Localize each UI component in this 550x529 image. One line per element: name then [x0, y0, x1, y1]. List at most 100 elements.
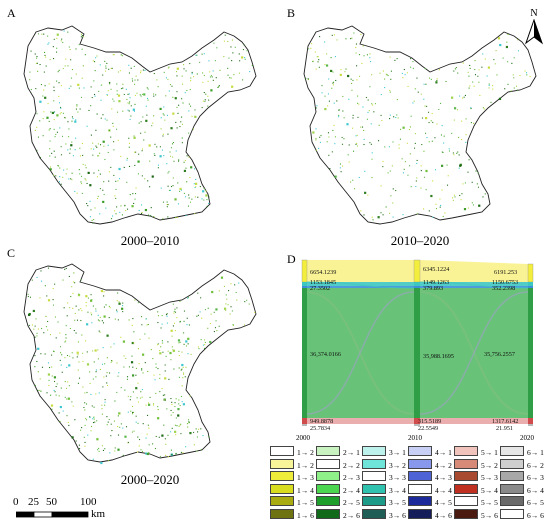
label-2020-class4: 35,756.2557	[484, 351, 515, 358]
legend-item: 1→ 3	[270, 471, 314, 482]
legend-label: 5→ 6	[481, 510, 498, 520]
legend-swatch	[500, 496, 524, 506]
legend-swatch	[454, 496, 478, 506]
legend-label: 2→ 2	[343, 460, 360, 470]
label-2010-class1: 6345.1224	[423, 266, 449, 273]
sankey-diagram: 6654.1239 1153.1845 27.3502 36,374.0166 …	[296, 259, 535, 442]
legend-swatch	[316, 471, 340, 481]
change-pixels	[27, 267, 256, 465]
legend-item: 3→ 2	[362, 458, 406, 470]
legend-item: 5→ 1	[454, 446, 498, 457]
legend-swatch	[500, 458, 524, 469]
legend-item: 6→ 6	[500, 508, 544, 520]
legend-swatch	[270, 446, 294, 456]
legend-swatch	[362, 483, 386, 494]
panel-letter-d: D	[287, 252, 296, 266]
label-2010-class2: 1149.1263	[423, 279, 449, 286]
flow-cross-d	[419, 291, 529, 415]
flow-class1-b	[420, 260, 528, 282]
label-2020-class5: 1317.6142	[492, 418, 518, 425]
label-2000-class5: 949.8878	[310, 418, 333, 425]
legend-label: 1→ 6	[297, 510, 314, 520]
scale-unit: km	[91, 508, 106, 520]
legend-item: 2→ 1	[316, 446, 360, 457]
north-arrow: N	[522, 8, 546, 48]
legend-swatch	[454, 471, 478, 481]
legend-label: 5→ 3	[481, 473, 498, 482]
legend-swatch	[270, 458, 294, 469]
node-bars-2020	[527, 263, 534, 426]
axis-year-2010: 2010	[408, 434, 423, 442]
label-2000-class3: 27.3502	[310, 285, 330, 292]
axis-year-2000: 2000	[296, 434, 311, 442]
legend-label: 4→ 1	[435, 448, 452, 457]
north-label: N	[530, 8, 538, 19]
legend-item: 1→ 2	[270, 458, 314, 470]
legend-swatch	[454, 508, 478, 519]
flow-class1	[306, 260, 414, 282]
legend-swatch	[454, 446, 478, 456]
legend-swatch	[500, 446, 524, 456]
legend-item: 5→ 4	[454, 483, 498, 495]
legend-swatch	[408, 496, 432, 506]
legend-swatch	[454, 483, 478, 494]
node-bars-2010	[413, 259, 421, 426]
legend-swatch	[500, 508, 524, 519]
label-2020-class3: 352.2398	[492, 285, 515, 292]
legend-label: 5→ 2	[481, 460, 498, 470]
legend-item: 4→ 6	[408, 508, 452, 520]
legend-label: 6→ 4	[527, 485, 544, 495]
legend-label: 6→ 3	[527, 473, 544, 482]
scale-tick-25: 25	[28, 496, 39, 508]
legend-label: 3→ 6	[389, 510, 406, 520]
legend-label: 1→ 3	[297, 473, 314, 482]
legend-item: 6→ 2	[500, 458, 544, 470]
scale-bar-graphic	[16, 511, 89, 518]
flow-cross-f	[419, 281, 529, 289]
change-pixels	[29, 30, 253, 224]
legend-label: 6→ 5	[527, 498, 544, 507]
legend-item: 5→ 3	[454, 471, 498, 482]
legend-swatch	[316, 496, 340, 506]
legend-item: 6→ 1	[500, 446, 544, 457]
legend-label: 2→ 6	[343, 510, 360, 520]
legend-label: 3→ 4	[389, 485, 406, 495]
caption-2010-2020: 2010–2020	[390, 233, 450, 248]
legend-item: 5→ 6	[454, 508, 498, 520]
map-2000-2010	[23, 25, 257, 225]
legend-swatch	[408, 483, 432, 494]
legend-swatch	[362, 458, 386, 469]
legend-swatch	[362, 496, 386, 506]
legend-item: 3→ 4	[362, 483, 406, 495]
legend-item: 4→ 3	[408, 471, 452, 482]
label-2000-class2: 1153.1845	[310, 279, 336, 286]
legend-label: 6→ 2	[527, 460, 544, 470]
caption-2000-2010: 2000–2010	[120, 233, 180, 248]
legend-swatch	[362, 508, 386, 519]
label-2010-class5: 315.5189	[418, 418, 441, 425]
label-2000-class4: 36,374.0166	[310, 351, 341, 358]
legend-swatch	[454, 458, 478, 469]
region-outline	[303, 25, 537, 225]
legend-item: 1→ 5	[270, 496, 314, 507]
legend-item: 3→ 5	[362, 496, 406, 507]
scale-tick-0: 0	[13, 496, 19, 508]
legend-swatch	[408, 508, 432, 519]
legend-label: 4→ 4	[435, 485, 452, 495]
legend-swatch	[362, 471, 386, 481]
legend-item: 1→ 2	[270, 446, 314, 457]
label-2010-class4: 35,988.1695	[423, 353, 454, 360]
label-2020-class1: 6191.253	[494, 269, 517, 276]
legend-label: 1→ 2	[297, 448, 314, 457]
legend-swatch	[500, 471, 524, 481]
legend-swatch	[270, 496, 294, 506]
panel-letter-a: A	[7, 6, 16, 20]
scale-tick-100: 100	[80, 496, 97, 508]
flow-class5-b	[420, 418, 528, 424]
axis-year-2020: 2020	[520, 434, 535, 442]
legend-label: 2→ 4	[343, 485, 360, 495]
legend-swatch	[408, 458, 432, 469]
legend-item: 1→ 6	[270, 508, 314, 520]
legend-label: 4→ 5	[435, 498, 452, 507]
legend-item: 2→ 4	[316, 483, 360, 495]
